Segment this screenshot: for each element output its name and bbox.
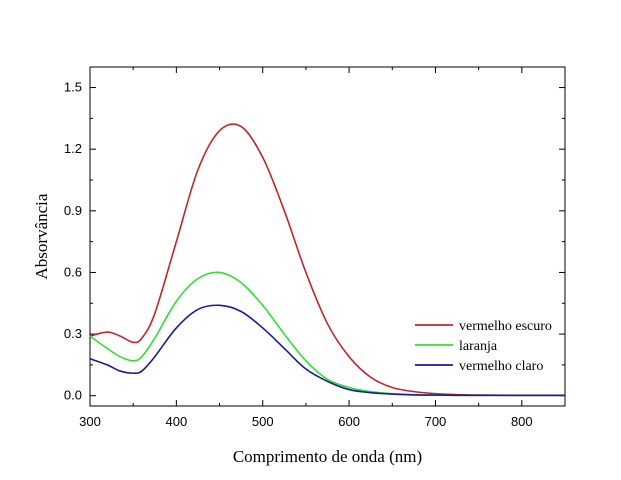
y-axis-title: Absorvância [32, 193, 51, 279]
x-tick-label: 500 [252, 414, 274, 429]
y-tick-label: 1.5 [64, 80, 82, 95]
series-line-1 [89, 123, 566, 397]
y-tick-label: 0.0 [64, 388, 82, 403]
y-tick-label: 0.3 [64, 326, 82, 341]
legend: vermelho escuro laranja vermelho claro [415, 319, 552, 374]
x-tick-label: 700 [425, 414, 447, 429]
plot-area [89, 66, 566, 407]
legend-label-2: laranja [459, 339, 498, 354]
x-tick-label: 300 [79, 414, 101, 429]
x-tick-label: 400 [166, 414, 188, 429]
axis-ticks: 300 400 500 600 700 800 0.0 0.3 0.6 0.9 1.2 1.5 [64, 67, 565, 429]
y-tick-label: 0.9 [64, 203, 82, 218]
y-tick-label: 1.2 [64, 141, 82, 156]
series-layer [89, 123, 566, 397]
y-tick-label: 0.6 [64, 264, 82, 279]
x-tick-label: 600 [338, 414, 360, 429]
x-tick-label: 800 [511, 414, 533, 429]
legend-label-1: vermelho escuro [459, 319, 552, 334]
series-line-3 [89, 304, 565, 397]
legend-label-3: vermelho claro [459, 359, 543, 374]
x-axis-title: Comprimento de onda (nm) [233, 447, 422, 466]
